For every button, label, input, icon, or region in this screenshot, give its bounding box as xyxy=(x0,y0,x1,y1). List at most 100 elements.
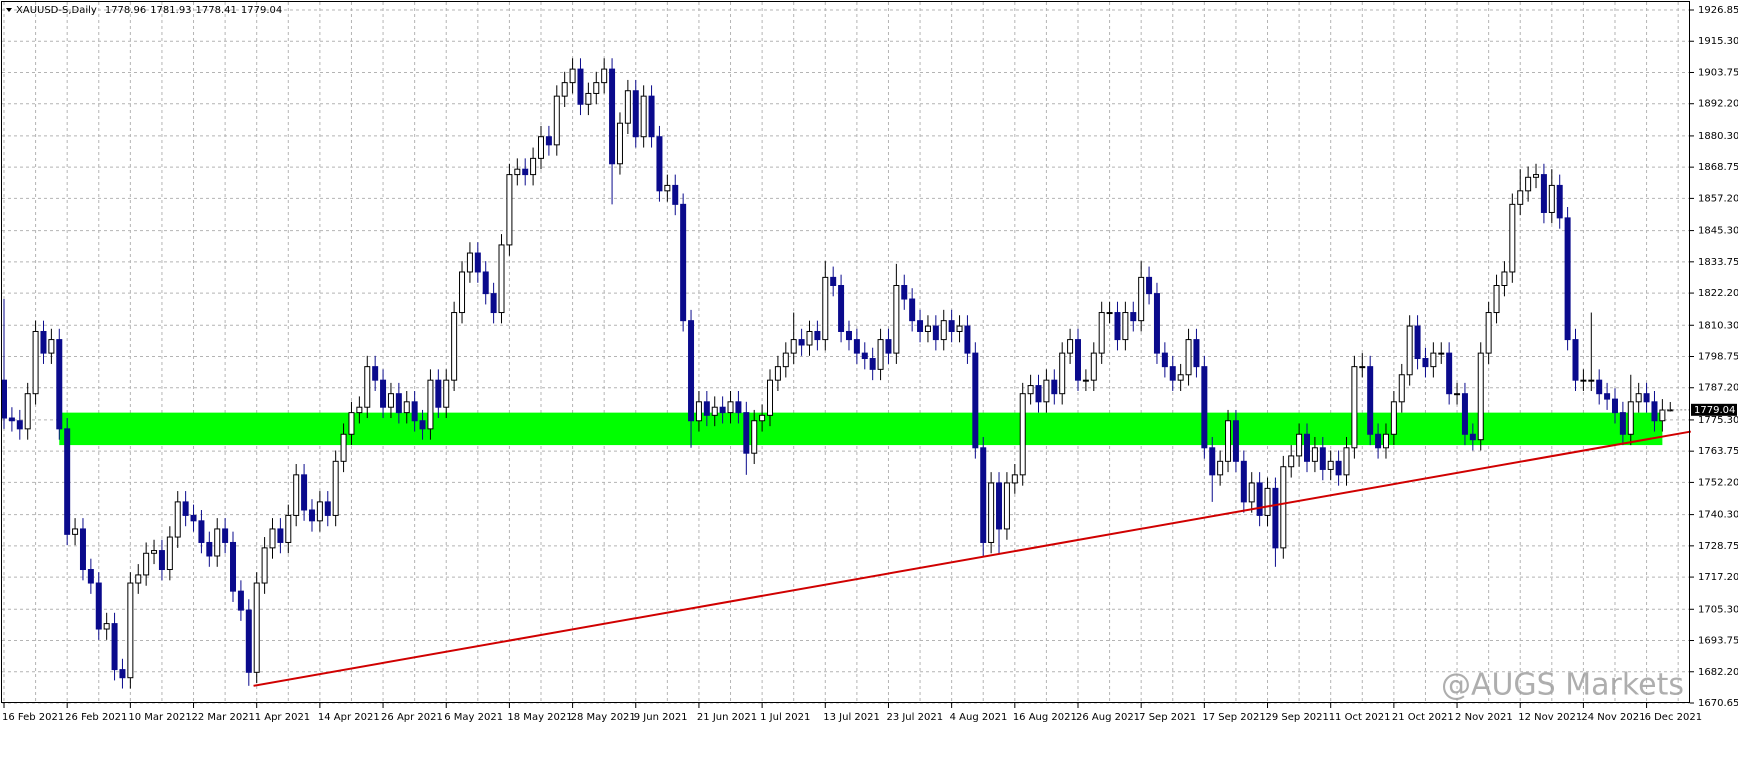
candle-body xyxy=(1248,482,1255,503)
candle-body xyxy=(230,541,237,592)
x-tick-label: 2 Nov 2021 xyxy=(1455,712,1513,723)
candle-body xyxy=(182,501,189,516)
candle-body xyxy=(822,276,829,341)
x-tick-label: 18 May 2021 xyxy=(507,712,572,723)
candle-body xyxy=(743,412,750,454)
candle-body xyxy=(1509,203,1516,273)
candle-body xyxy=(996,482,1003,530)
candle-body xyxy=(1319,447,1326,470)
candle-body xyxy=(237,590,244,611)
candle-body xyxy=(1043,379,1050,403)
y-tick-label: 1857.20 xyxy=(1698,193,1738,204)
candle-body xyxy=(1485,312,1492,354)
candle-body xyxy=(553,95,560,146)
candle-body xyxy=(119,669,126,679)
x-tick-label: 6 May 2021 xyxy=(444,712,503,723)
candle-body xyxy=(814,330,821,341)
candle-body xyxy=(1643,393,1650,403)
candle-body xyxy=(1122,312,1129,341)
x-tick-label: 26 Feb 2021 xyxy=(65,712,127,723)
candle-body xyxy=(735,401,742,414)
candle-body xyxy=(1572,339,1579,381)
price-label-box xyxy=(1691,403,1737,416)
candle-body xyxy=(490,293,497,314)
candle-body xyxy=(95,582,102,630)
candle-body xyxy=(1477,352,1484,441)
candle-body xyxy=(569,68,576,84)
candle-body xyxy=(616,122,623,165)
candle-body xyxy=(340,433,347,462)
x-tick-label: 26 Aug 2021 xyxy=(1076,712,1140,723)
candle-body xyxy=(1161,352,1168,368)
candle-body xyxy=(632,90,639,138)
candle-body xyxy=(909,298,916,322)
candle-body xyxy=(1280,466,1287,549)
candle-body xyxy=(1469,433,1476,441)
candle-body xyxy=(1019,393,1026,476)
candle-body xyxy=(861,352,868,360)
candle-body xyxy=(790,339,797,354)
candle-body xyxy=(972,352,979,449)
candle-body xyxy=(537,136,544,159)
candle-body xyxy=(1256,482,1263,516)
x-tick-label: 28 May 2021 xyxy=(571,712,636,723)
header-close: 1779.04 xyxy=(241,5,282,16)
y-tick-label: 1670.65 xyxy=(1698,698,1738,709)
candle-body xyxy=(1351,366,1358,449)
candle-body xyxy=(664,184,671,192)
candle-body xyxy=(877,339,884,370)
candle-body xyxy=(980,447,987,543)
x-tick-label: 21 Oct 2021 xyxy=(1392,712,1454,723)
x-tick-label: 6 Dec 2021 xyxy=(1645,712,1703,723)
candle-body xyxy=(545,136,552,146)
candle-body xyxy=(324,501,331,516)
candle-body xyxy=(845,330,852,341)
candle-body xyxy=(1635,393,1642,403)
candle-body xyxy=(1517,190,1524,205)
candle-body xyxy=(135,574,142,584)
candle-body xyxy=(1304,433,1311,462)
y-tick-label: 1787.20 xyxy=(1698,383,1738,394)
candle-body xyxy=(1556,184,1563,219)
candle-body xyxy=(561,82,568,97)
candle-body xyxy=(759,414,766,422)
candle-body xyxy=(261,547,268,584)
chart-header: XAUUSD-S,Daily 1778.96 1781.93 1778.41 1779.… xyxy=(16,5,282,16)
candle-body xyxy=(316,501,323,522)
candle-body xyxy=(1011,474,1018,484)
candle-body xyxy=(466,252,473,273)
candle-body xyxy=(1454,393,1461,396)
candle-body xyxy=(1,379,7,419)
y-tick-label: 1926.85 xyxy=(1698,5,1738,16)
candle-body xyxy=(774,366,781,381)
candle-body xyxy=(1335,460,1342,476)
candle-body xyxy=(1406,325,1413,376)
candle-body xyxy=(1438,352,1445,355)
candle-body xyxy=(427,379,434,430)
candle-body xyxy=(40,330,47,354)
x-tick-label: 23 Jul 2021 xyxy=(886,712,943,723)
candle-body xyxy=(269,528,276,549)
candle-body xyxy=(1375,433,1382,449)
menu-triangle[interactable] xyxy=(6,8,12,12)
candle-body xyxy=(1169,366,1176,381)
candle-body xyxy=(1461,393,1468,435)
plot-frame xyxy=(1,1,1690,703)
candle-body xyxy=(1272,487,1279,549)
candle-body xyxy=(1098,312,1105,354)
y-tick-label: 1775.30 xyxy=(1698,415,1738,426)
candle-body xyxy=(56,339,63,430)
candle-body xyxy=(403,401,410,414)
candle-body xyxy=(24,393,31,430)
candle-body xyxy=(1367,366,1374,435)
candle-body xyxy=(285,514,292,543)
candle-body xyxy=(593,82,600,94)
y-tick-label: 1903.75 xyxy=(1698,67,1738,78)
candle-body xyxy=(419,420,426,430)
candle-body xyxy=(1422,358,1429,368)
x-tick-label: 26 Apr 2021 xyxy=(381,712,443,723)
candle-body xyxy=(1311,447,1318,462)
watermark: @AUGS Markets xyxy=(1441,668,1684,703)
